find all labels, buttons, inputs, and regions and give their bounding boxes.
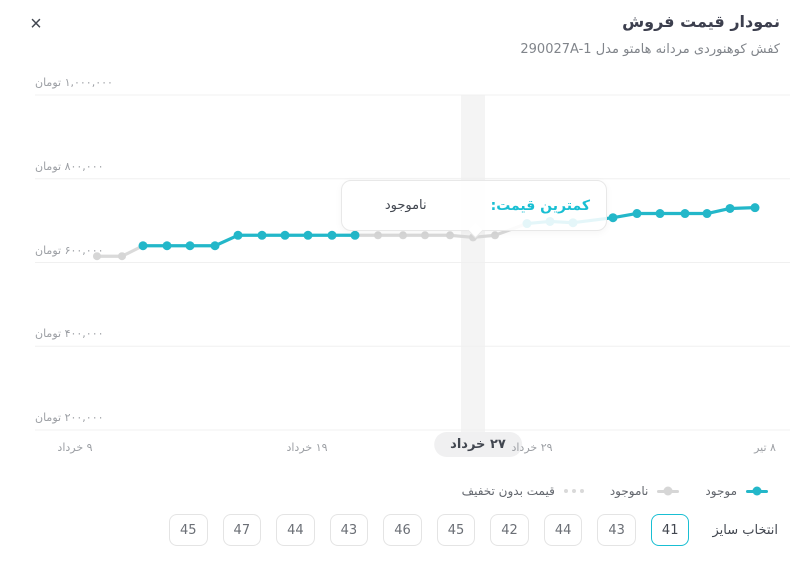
price-line-chart[interactable] bbox=[0, 0, 804, 470]
data-point[interactable] bbox=[303, 230, 313, 240]
y-tick-label: ۱,۰۰۰,۰۰۰ تومان bbox=[35, 76, 113, 89]
legend-dot bbox=[663, 486, 673, 496]
data-point[interactable] bbox=[210, 241, 220, 251]
legend-available-line-icon bbox=[746, 486, 768, 496]
size-option-42[interactable]: 42 bbox=[490, 514, 529, 546]
size-option-47[interactable]: 47 bbox=[222, 514, 262, 546]
size-option-44[interactable]: 44 bbox=[543, 514, 583, 546]
x-tick-label: ۲۹ خرداد bbox=[511, 441, 553, 454]
size-option-44[interactable]: 44 bbox=[276, 514, 315, 546]
legend-dotted-line-icon bbox=[563, 489, 584, 493]
legend-item: ناموجود bbox=[610, 484, 680, 498]
size-option-43[interactable]: 43 bbox=[597, 514, 636, 546]
data-point[interactable] bbox=[680, 209, 690, 219]
legend-label: ناموجود bbox=[609, 484, 649, 498]
data-point[interactable] bbox=[350, 230, 360, 240]
size-option-45[interactable]: 45 bbox=[436, 514, 476, 546]
hover-highlight-band bbox=[461, 95, 485, 432]
size-option-45[interactable]: 45 bbox=[169, 514, 208, 546]
x-tick-highlighted: ۲۷ خرداد bbox=[434, 432, 522, 457]
data-point[interactable] bbox=[421, 231, 429, 240]
data-point[interactable] bbox=[280, 230, 290, 240]
data-point[interactable] bbox=[655, 209, 665, 219]
data-point[interactable] bbox=[491, 231, 499, 240]
y-tick-label: ۶۰۰,۰۰۰ تومان bbox=[35, 243, 104, 257]
product-name: کفش کوهنوردی مردانه هامتو مدل 290027A-1 bbox=[520, 42, 780, 57]
data-point[interactable] bbox=[399, 231, 407, 240]
legend-item: قیمت بدون تخفیف bbox=[462, 484, 584, 498]
x-tick-label: ۸ تیر bbox=[754, 441, 776, 454]
size-buttons: 41 43 44 42 45 46 43 44 47 45 bbox=[169, 514, 690, 546]
data-point[interactable] bbox=[374, 231, 382, 240]
size-selector-label: انتخاب سایز bbox=[712, 522, 778, 538]
data-point[interactable] bbox=[138, 241, 148, 251]
legend-unavailable-line-icon bbox=[657, 486, 680, 496]
data-point[interactable] bbox=[162, 241, 172, 251]
page-title: نمودار قیمت فروش bbox=[622, 12, 780, 31]
data-point[interactable] bbox=[750, 203, 760, 213]
data-point[interactable] bbox=[446, 231, 454, 240]
legend-label: قیمت بدون تخفیف bbox=[461, 484, 555, 498]
data-point[interactable] bbox=[185, 241, 195, 251]
y-tick-label: ۲۰۰,۰۰۰ تومان bbox=[35, 411, 104, 424]
data-point[interactable] bbox=[257, 230, 267, 240]
data-point[interactable] bbox=[725, 203, 735, 213]
data-point[interactable] bbox=[233, 230, 243, 240]
size-selector: انتخاب سایز 41 43 44 42 45 46 43 44 47 45 bbox=[169, 514, 778, 546]
x-tick-label: ۱۹ خرداد bbox=[286, 441, 328, 454]
tooltip-label: کمترین قیمت: bbox=[490, 197, 590, 214]
legend-dot bbox=[752, 486, 762, 496]
legend-item: موجود bbox=[705, 484, 768, 498]
x-tick-label: ۹ خرداد bbox=[57, 441, 93, 454]
legend-label: موجود bbox=[705, 484, 737, 498]
data-point[interactable] bbox=[327, 230, 337, 240]
size-option-43[interactable]: 43 bbox=[329, 514, 369, 546]
tooltip-value: ناموجود bbox=[384, 198, 427, 213]
chart-legend: موجود ناموجود قیمت بدون تخفیف bbox=[462, 484, 768, 498]
data-point[interactable] bbox=[118, 252, 126, 261]
data-point[interactable] bbox=[702, 209, 712, 219]
y-tick-label: ۴۰۰,۰۰۰ تومان bbox=[35, 327, 104, 341]
data-point[interactable] bbox=[93, 252, 101, 261]
chart-tooltip: کمترین قیمت: ناموجود bbox=[341, 180, 607, 239]
y-tick-label: ۸۰۰,۰۰۰ تومان bbox=[35, 159, 104, 173]
close-icon[interactable]: × bbox=[22, 10, 50, 38]
size-option-46[interactable]: 46 bbox=[383, 514, 422, 546]
data-point[interactable] bbox=[632, 209, 642, 219]
data-point[interactable] bbox=[608, 213, 618, 223]
size-option-41-selected[interactable]: 41 bbox=[650, 514, 690, 546]
